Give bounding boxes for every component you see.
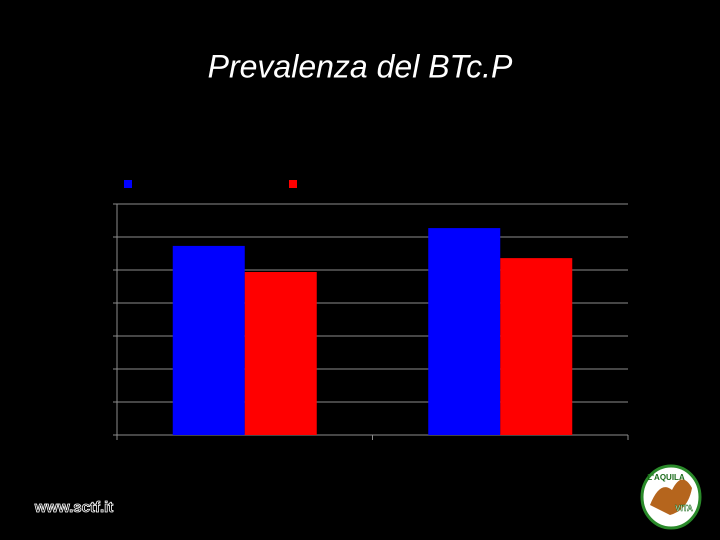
bar bbox=[500, 258, 573, 435]
legend-marker bbox=[124, 180, 132, 188]
bar bbox=[244, 271, 317, 435]
bar bbox=[428, 228, 501, 435]
footer-url: www.sctf.it bbox=[34, 499, 114, 516]
logo-text: VITA bbox=[675, 504, 693, 513]
legend-marker bbox=[289, 180, 297, 188]
bar bbox=[172, 245, 245, 435]
logo-text: L'AQUILA bbox=[647, 473, 685, 482]
logo: L'AQUILA VITA bbox=[640, 464, 702, 530]
chart-title: Prevalenza del BTc.P bbox=[208, 48, 513, 84]
logo-eagle bbox=[650, 479, 692, 515]
